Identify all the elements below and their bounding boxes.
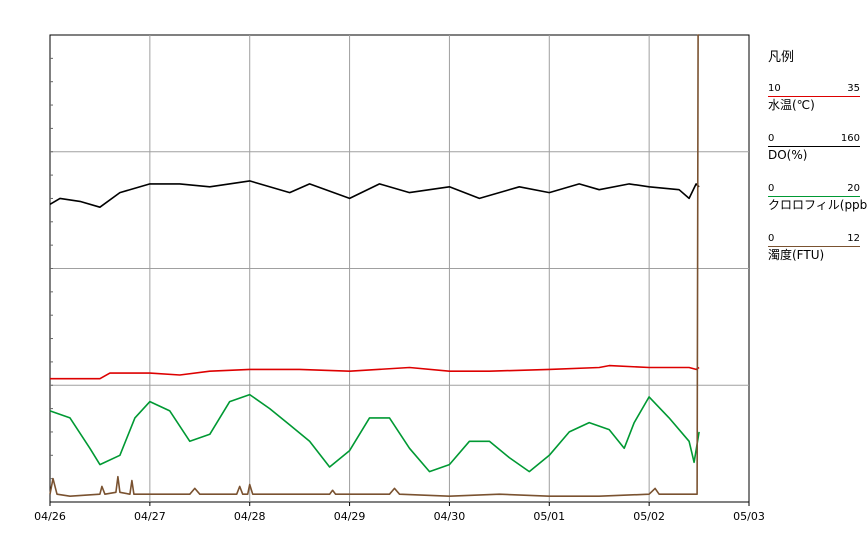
x-tick-label: 04/30 [434,510,466,523]
series-line-1 [49,180,700,208]
legend-label: クロロフィル(ppb) [768,198,868,212]
legend-entry-chlorophyll: 0 20 クロロフィル(ppb) [768,183,868,233]
legend-entry-water-temp: 10 35 水温(℃) [768,83,860,133]
legend-entry-do: 0 160 DO(%) [768,133,860,183]
legend-swatch [768,196,860,197]
series-line-2 [49,393,700,473]
legend-max: 12 [847,233,860,244]
series-layer [49,34,700,498]
legend-max: 20 [847,183,860,194]
legend-entry-turbidity: 0 12 濁度(FTU) [768,233,860,283]
legend-swatch [768,246,860,247]
legend-min: 0 [768,133,775,144]
legend-swatch [768,96,860,97]
x-tick-label: 05/03 [733,510,765,523]
legend-label: 水温(℃) [768,98,815,112]
x-tick-label: 05/01 [533,510,565,523]
legend-max: 35 [847,83,860,94]
legend-swatch [768,146,860,147]
series-line-0 [50,364,700,380]
legend-max: 160 [840,133,860,144]
x-tick-label: 05/02 [633,510,665,523]
legend-min: 0 [768,183,775,194]
x-tick-label: 04/28 [234,510,266,523]
legend-min: 10 [768,83,781,94]
grid [50,35,749,502]
x-axis-ticks: 04/26 04/27 04/28 04/29 04/30 05/01 05/02 05/03 [34,502,765,523]
legend: 凡例 10 35 水温(℃) 0 160 DO(%) 0 20 クロロフィル(p… [768,46,868,283]
y-minor-ticks [50,57,53,480]
legend-label: 濁度(FTU) [768,248,825,262]
x-tick-label: 04/29 [334,510,366,523]
legend-title: 凡例 [768,50,795,65]
series-line-3 [49,34,700,498]
legend-min: 0 [768,233,775,244]
x-tick-label: 04/26 [34,510,66,523]
x-tick-label: 04/27 [134,510,166,523]
legend-label: DO(%) [768,148,808,162]
